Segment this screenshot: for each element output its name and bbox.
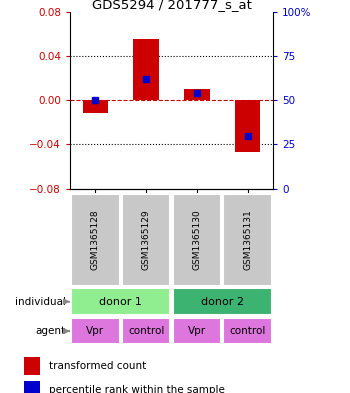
Bar (122, 193, 170, 286)
Text: percentile rank within the sample: percentile rank within the sample (49, 384, 225, 393)
Text: GSM1365129: GSM1365129 (142, 209, 150, 270)
Text: individual: individual (15, 297, 66, 307)
Bar (71, 193, 120, 286)
Text: Vpr: Vpr (86, 326, 104, 336)
Bar (223, 318, 272, 344)
Text: donor 1: donor 1 (99, 297, 142, 307)
Bar (83, 100, 108, 114)
Bar (173, 288, 272, 315)
Bar (184, 89, 210, 100)
Bar (173, 193, 221, 286)
Text: agent: agent (36, 326, 66, 336)
Bar (235, 100, 260, 152)
Bar (122, 318, 170, 344)
Title: GDS5294 / 201777_s_at: GDS5294 / 201777_s_at (92, 0, 251, 11)
Text: Vpr: Vpr (188, 326, 206, 336)
Bar (71, 288, 170, 315)
Text: control: control (230, 326, 266, 336)
Text: GSM1365128: GSM1365128 (91, 209, 100, 270)
Bar (173, 318, 221, 344)
Bar (223, 193, 272, 286)
Bar (133, 39, 159, 100)
Bar (71, 318, 120, 344)
Text: control: control (128, 326, 164, 336)
Bar (24, 380, 40, 393)
Bar (24, 357, 40, 375)
Text: donor 2: donor 2 (201, 297, 244, 307)
Text: GSM1365131: GSM1365131 (243, 209, 252, 270)
Text: transformed count: transformed count (49, 361, 146, 371)
Text: GSM1365130: GSM1365130 (193, 209, 201, 270)
